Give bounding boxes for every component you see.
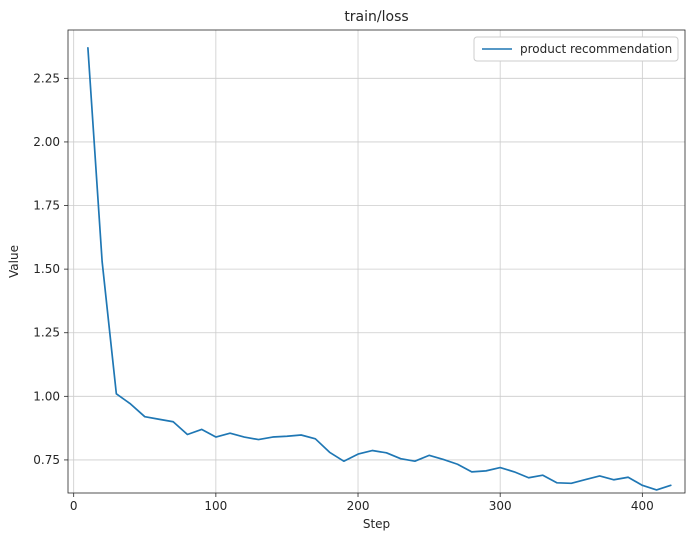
series-line [87,46,672,491]
y-tick-label: 0.75 [33,453,60,467]
legend-label: product recommendation [520,42,672,56]
y-tick-label: 2.00 [33,135,60,149]
x-tick-label: 0 [70,499,78,513]
y-tick-label: 1.25 [33,326,60,340]
series-layer [87,46,672,491]
plot-frame [67,29,686,494]
legend-box [473,36,679,62]
x-tick-label: 200 [347,499,370,513]
x-tick-label: 300 [489,499,512,513]
chart-title: train/loss [344,9,408,25]
x-tick-label: 400 [631,499,654,513]
y-tick-label: 1.50 [33,262,60,276]
y-tick-label: 1.00 [33,389,60,403]
legend: product recommendation [473,36,679,62]
ticks: 0 100 200 300 400 0.75 1.00 1.25 1.50 1.75 2.00 2.2… [33,71,654,513]
y-tick-label: 2.25 [33,71,60,85]
y-tick-label: 1.75 [33,199,60,213]
x-tick-label: 100 [204,499,227,513]
x-axis-label: Step [363,517,390,531]
y-axis-label: Value [7,245,21,278]
grid [68,30,685,493]
